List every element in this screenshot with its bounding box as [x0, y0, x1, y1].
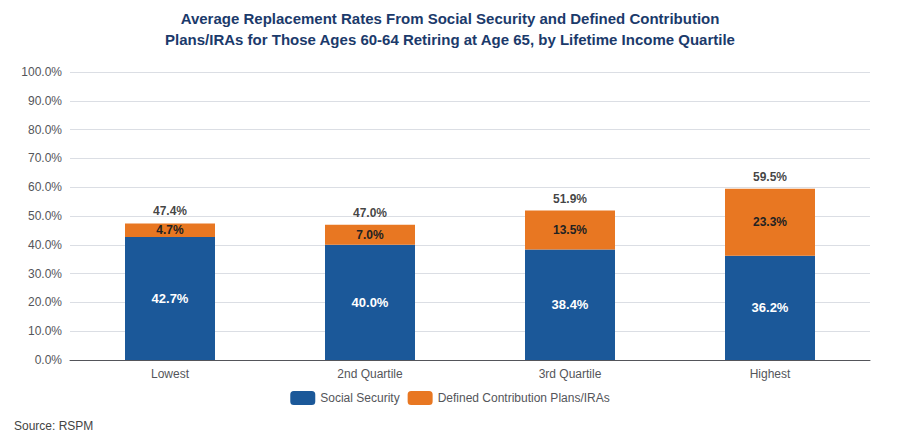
svg-text:70.0%: 70.0%: [28, 151, 62, 165]
svg-text:Social Security: Social Security: [320, 391, 399, 405]
svg-text:Plans/IRAs for Those Ages 60-6: Plans/IRAs for Those Ages 60-64 Retiring…: [165, 31, 735, 48]
svg-text:60.0%: 60.0%: [28, 180, 62, 194]
svg-text:47.4%: 47.4%: [153, 204, 187, 218]
svg-text:40.0%: 40.0%: [28, 238, 62, 252]
svg-text:Highest: Highest: [750, 367, 791, 381]
svg-text:40.0%: 40.0%: [352, 295, 389, 310]
svg-text:4.7%: 4.7%: [156, 223, 184, 237]
svg-text:100.0%: 100.0%: [21, 65, 62, 79]
svg-text:38.4%: 38.4%: [552, 297, 589, 312]
svg-text:20.0%: 20.0%: [28, 295, 62, 309]
svg-text:7.0%: 7.0%: [356, 228, 384, 242]
svg-text:50.0%: 50.0%: [28, 209, 62, 223]
svg-text:30.0%: 30.0%: [28, 267, 62, 281]
svg-text:23.3%: 23.3%: [753, 215, 787, 229]
svg-text:0.0%: 0.0%: [35, 353, 63, 367]
svg-text:Average Replacement Rates From: Average Replacement Rates From Social Se…: [181, 10, 720, 27]
svg-text:51.9%: 51.9%: [553, 192, 587, 206]
svg-text:10.0%: 10.0%: [28, 324, 62, 338]
svg-text:Defined Contribution Plans/IRA: Defined Contribution Plans/IRAs: [438, 391, 610, 405]
svg-text:90.0%: 90.0%: [28, 94, 62, 108]
svg-text:59.5%: 59.5%: [753, 170, 787, 184]
svg-text:13.5%: 13.5%: [553, 223, 587, 237]
svg-text:2nd Quartile: 2nd Quartile: [337, 367, 403, 381]
svg-text:36.2%: 36.2%: [752, 300, 789, 315]
svg-text:42.7%: 42.7%: [152, 291, 189, 306]
svg-text:80.0%: 80.0%: [28, 123, 62, 137]
svg-text:3rd Quartile: 3rd Quartile: [539, 367, 602, 381]
svg-text:47.0%: 47.0%: [353, 206, 387, 220]
svg-text:Lowest: Lowest: [151, 367, 190, 381]
svg-text:Source: RSPM: Source: RSPM: [14, 419, 93, 433]
